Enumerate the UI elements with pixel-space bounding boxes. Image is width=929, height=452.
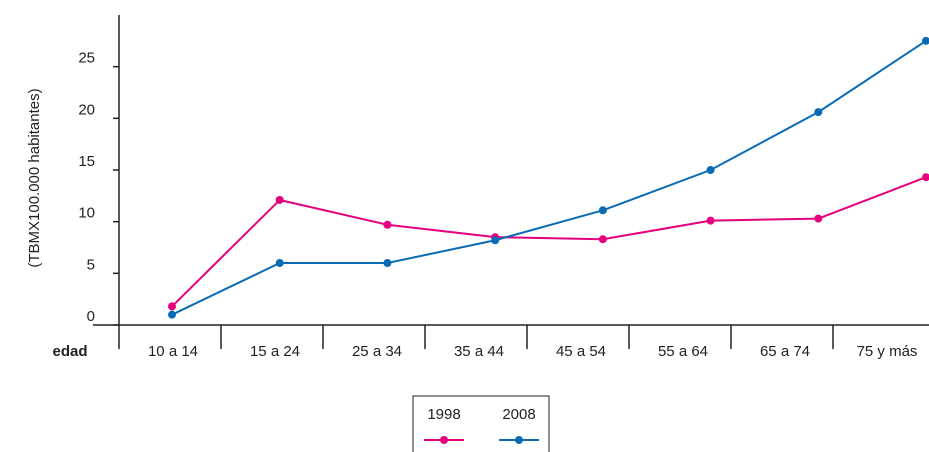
x-axis-label: edad: [52, 343, 87, 360]
x-tick-label: 55 a 64: [658, 343, 708, 360]
x-tick-label: 45 a 54: [556, 343, 606, 360]
data-point: [491, 236, 500, 245]
data-point: [814, 214, 823, 223]
data-point: [168, 302, 176, 311]
y-axis-label: (TBMX100.000 habitantes): [26, 88, 43, 267]
legend-label: 2008: [502, 406, 535, 423]
x-tick-label: 15 a 24: [250, 343, 300, 360]
data-point: [706, 166, 715, 174]
series-line: [171, 39, 927, 316]
data-point: [706, 216, 715, 225]
x-tick-label: 25 a 34: [352, 343, 402, 360]
y-tick-label: 20: [78, 101, 95, 118]
data-point: [598, 235, 607, 244]
y-tick-label: 5: [87, 256, 95, 273]
data-point: [275, 195, 284, 204]
data-point: [922, 173, 929, 182]
y-tick-label: 15: [78, 153, 95, 170]
data-point: [814, 108, 823, 117]
legend-box: [412, 395, 550, 452]
x-tick-label: 65 a 74: [760, 343, 810, 360]
legend-marker: [440, 436, 448, 444]
x-tick-label: 75 y más: [857, 343, 918, 360]
data-point: [383, 259, 392, 267]
series-line: [171, 176, 927, 308]
data-point: [383, 220, 392, 229]
data-point: [922, 36, 929, 45]
x-tick-label: 10 a 14: [148, 343, 198, 360]
data-point: [168, 310, 176, 319]
y-tick-label: 0: [87, 308, 95, 325]
data-point: [598, 206, 607, 215]
y-tick-label: 25: [78, 50, 95, 67]
y-tick-label: 10: [78, 205, 95, 222]
legend-label: 1998: [427, 406, 460, 423]
legend-marker: [515, 436, 523, 444]
data-point: [275, 259, 284, 267]
x-tick-label: 35 a 44: [454, 343, 504, 360]
